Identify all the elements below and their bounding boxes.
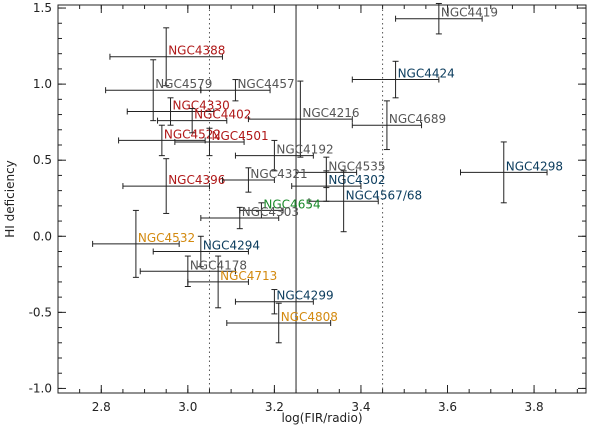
point-label: NGC4579 xyxy=(155,77,212,91)
point-label: NGC4299 xyxy=(276,289,333,303)
x-tick-label: 3.8 xyxy=(525,400,544,414)
point-label: NGC4713 xyxy=(220,269,277,283)
plot-frame xyxy=(57,4,587,394)
x-tick-label: 3.6 xyxy=(438,400,457,414)
point-label: NGC4535 xyxy=(328,159,385,173)
data-point: NGC4388 xyxy=(109,27,225,87)
data-point: NGC4299 xyxy=(234,289,334,315)
point-label: NGC4654 xyxy=(263,197,320,211)
x-axis-title: log(FIR/radio) xyxy=(281,411,362,425)
point-label: NGC4689 xyxy=(389,112,446,126)
point-label: NGC4330 xyxy=(173,99,230,113)
point-label: NGC4388 xyxy=(168,44,225,58)
data-point: NGC4216 xyxy=(247,80,360,158)
data-point: NGC4192 xyxy=(234,139,334,172)
point-label: NGC4302 xyxy=(328,173,385,187)
y-tick-label: -0.5 xyxy=(29,305,52,319)
point-label: NGC4457 xyxy=(237,77,294,91)
point-label: NGC4808 xyxy=(281,310,338,324)
point-label: NGC4424 xyxy=(398,67,455,81)
point-label: NGC4501 xyxy=(211,129,268,143)
point-label: NGC4402 xyxy=(194,108,251,122)
data-point: NGC4713 xyxy=(187,255,277,309)
data-point: NGC4294 xyxy=(152,235,260,268)
x-tick-label: 3.4 xyxy=(351,400,370,414)
data-points: NGC4419 NGC4388 NGC4579 NGC4457 NGC4424 NGC43… xyxy=(92,2,563,344)
point-label: NGC4216 xyxy=(302,106,359,120)
y-tick-label: -1.0 xyxy=(29,381,52,395)
y-axis-title: HI deficiency xyxy=(3,160,17,238)
point-label: NGC4303 xyxy=(242,205,299,219)
axis-ticks: 2.8 3.0 3.2 3.4 3.6 3.8 -1.0 -0.5 0.0 0.5 1.0 1.5 xyxy=(29,1,586,414)
data-point: NGC4654 xyxy=(239,197,321,219)
data-point: NGC4457 xyxy=(200,77,295,102)
y-tick-label: 1.0 xyxy=(33,77,52,91)
point-label: NGC4396 xyxy=(168,173,225,187)
point-label: NGC4567/68 xyxy=(346,188,423,202)
point-label: NGC4321 xyxy=(250,167,307,181)
data-point: NGC4522 xyxy=(118,124,221,157)
reference-lines xyxy=(208,5,384,393)
data-point: NGC4501 xyxy=(174,127,269,157)
y-tick-label: 0.5 xyxy=(33,153,52,167)
data-point: NGC4579 xyxy=(105,59,212,122)
data-point: NGC4298 xyxy=(459,141,563,204)
data-point: NGC4402 xyxy=(157,108,251,134)
y-tick-label: 1.5 xyxy=(33,1,52,15)
data-point: NGC4689 xyxy=(351,100,446,151)
data-point: NGC4567/68 xyxy=(308,170,423,233)
data-point: NGC4302 xyxy=(291,170,386,202)
point-label: NGC4532 xyxy=(138,231,195,245)
point-label: NGC4294 xyxy=(203,238,260,252)
data-point: NGC4396 xyxy=(122,158,225,214)
data-point: NGC4424 xyxy=(351,60,455,99)
x-tick-label: 2.8 xyxy=(92,400,111,414)
data-point: NGC4303 xyxy=(200,205,299,230)
y-tick-label: 0.0 xyxy=(33,229,52,243)
x-tick-label: 3.2 xyxy=(265,400,284,414)
point-label: NGC4419 xyxy=(441,6,498,20)
data-point: NGC4808 xyxy=(226,302,338,344)
point-label: NGC4298 xyxy=(506,159,563,173)
x-tick-label: 3.0 xyxy=(178,400,197,414)
data-point: NGC4321 xyxy=(221,167,308,193)
data-point: NGC4532 xyxy=(92,209,195,278)
point-label: NGC4192 xyxy=(276,143,333,157)
point-label: NGC4522 xyxy=(164,127,221,141)
data-point: NGC4419 xyxy=(395,2,498,35)
